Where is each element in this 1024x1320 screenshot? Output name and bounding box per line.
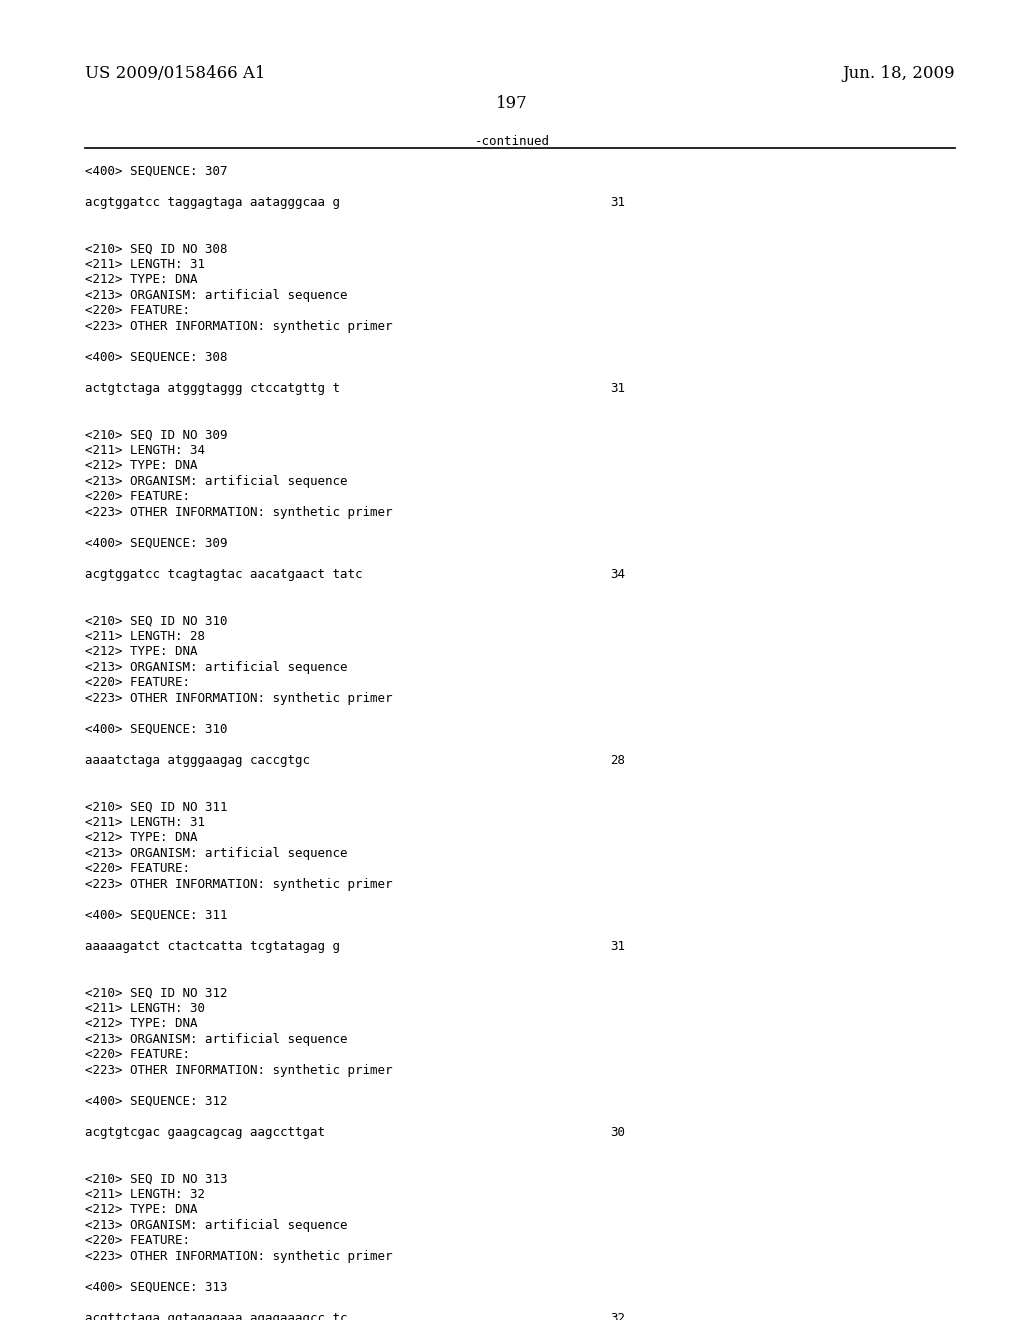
Text: acgtggatcc taggagtaga aatagggcaa g: acgtggatcc taggagtaga aatagggcaa g — [85, 195, 340, 209]
Text: <223> OTHER INFORMATION: synthetic primer: <223> OTHER INFORMATION: synthetic prime… — [85, 1064, 392, 1077]
Text: <212> TYPE: DNA: <212> TYPE: DNA — [85, 645, 198, 659]
Text: 197: 197 — [496, 95, 528, 112]
Text: <400> SEQUENCE: 309: <400> SEQUENCE: 309 — [85, 537, 227, 550]
Text: acgtggatcc tcagtagtac aacatgaact tatc: acgtggatcc tcagtagtac aacatgaact tatc — [85, 568, 362, 581]
Text: <210> SEQ ID NO 308: <210> SEQ ID NO 308 — [85, 243, 227, 256]
Text: 32: 32 — [610, 1312, 625, 1320]
Text: 30: 30 — [610, 1126, 625, 1139]
Text: <212> TYPE: DNA: <212> TYPE: DNA — [85, 1018, 198, 1031]
Text: <220> FEATURE:: <220> FEATURE: — [85, 1048, 190, 1061]
Text: <223> OTHER INFORMATION: synthetic primer: <223> OTHER INFORMATION: synthetic prime… — [85, 319, 392, 333]
Text: <220> FEATURE:: <220> FEATURE: — [85, 1234, 190, 1247]
Text: <213> ORGANISM: artificial sequence: <213> ORGANISM: artificial sequence — [85, 475, 347, 488]
Text: Jun. 18, 2009: Jun. 18, 2009 — [843, 65, 955, 82]
Text: <210> SEQ ID NO 313: <210> SEQ ID NO 313 — [85, 1172, 227, 1185]
Text: <212> TYPE: DNA: <212> TYPE: DNA — [85, 273, 198, 286]
Text: 34: 34 — [610, 568, 625, 581]
Text: <212> TYPE: DNA: <212> TYPE: DNA — [85, 459, 198, 473]
Text: <213> ORGANISM: artificial sequence: <213> ORGANISM: artificial sequence — [85, 661, 347, 675]
Text: <220> FEATURE:: <220> FEATURE: — [85, 305, 190, 318]
Text: <211> LENGTH: 31: <211> LENGTH: 31 — [85, 816, 205, 829]
Text: -continued: -continued — [474, 135, 550, 148]
Text: <220> FEATURE:: <220> FEATURE: — [85, 491, 190, 503]
Text: <212> TYPE: DNA: <212> TYPE: DNA — [85, 832, 198, 845]
Text: <400> SEQUENCE: 310: <400> SEQUENCE: 310 — [85, 723, 227, 737]
Text: <400> SEQUENCE: 307: <400> SEQUENCE: 307 — [85, 165, 227, 178]
Text: <213> ORGANISM: artificial sequence: <213> ORGANISM: artificial sequence — [85, 289, 347, 302]
Text: <211> LENGTH: 31: <211> LENGTH: 31 — [85, 257, 205, 271]
Text: 31: 31 — [610, 195, 625, 209]
Text: <213> ORGANISM: artificial sequence: <213> ORGANISM: artificial sequence — [85, 1218, 347, 1232]
Text: <212> TYPE: DNA: <212> TYPE: DNA — [85, 1204, 198, 1217]
Text: <223> OTHER INFORMATION: synthetic primer: <223> OTHER INFORMATION: synthetic prime… — [85, 506, 392, 519]
Text: <211> LENGTH: 28: <211> LENGTH: 28 — [85, 630, 205, 643]
Text: actgtctaga atgggtaggg ctccatgttg t: actgtctaga atgggtaggg ctccatgttg t — [85, 381, 340, 395]
Text: <210> SEQ ID NO 312: <210> SEQ ID NO 312 — [85, 986, 227, 999]
Text: acgtgtcgac gaagcagcag aagccttgat: acgtgtcgac gaagcagcag aagccttgat — [85, 1126, 325, 1139]
Text: <211> LENGTH: 34: <211> LENGTH: 34 — [85, 444, 205, 457]
Text: <211> LENGTH: 32: <211> LENGTH: 32 — [85, 1188, 205, 1201]
Text: <210> SEQ ID NO 310: <210> SEQ ID NO 310 — [85, 615, 227, 627]
Text: <400> SEQUENCE: 308: <400> SEQUENCE: 308 — [85, 351, 227, 364]
Text: <210> SEQ ID NO 309: <210> SEQ ID NO 309 — [85, 429, 227, 441]
Text: US 2009/0158466 A1: US 2009/0158466 A1 — [85, 65, 265, 82]
Text: <223> OTHER INFORMATION: synthetic primer: <223> OTHER INFORMATION: synthetic prime… — [85, 878, 392, 891]
Text: <223> OTHER INFORMATION: synthetic primer: <223> OTHER INFORMATION: synthetic prime… — [85, 692, 392, 705]
Text: 31: 31 — [610, 940, 625, 953]
Text: acgttctaga ggtagagaaa agagaaagcc tc: acgttctaga ggtagagaaa agagaaagcc tc — [85, 1312, 347, 1320]
Text: aaaaagatct ctactcatta tcgtatagag g: aaaaagatct ctactcatta tcgtatagag g — [85, 940, 340, 953]
Text: <400> SEQUENCE: 312: <400> SEQUENCE: 312 — [85, 1096, 227, 1107]
Text: <220> FEATURE:: <220> FEATURE: — [85, 676, 190, 689]
Text: <220> FEATURE:: <220> FEATURE: — [85, 862, 190, 875]
Text: <400> SEQUENCE: 311: <400> SEQUENCE: 311 — [85, 909, 227, 921]
Text: 31: 31 — [610, 381, 625, 395]
Text: <213> ORGANISM: artificial sequence: <213> ORGANISM: artificial sequence — [85, 847, 347, 861]
Text: <213> ORGANISM: artificial sequence: <213> ORGANISM: artificial sequence — [85, 1034, 347, 1045]
Text: aaaatctaga atgggaagag caccgtgc: aaaatctaga atgggaagag caccgtgc — [85, 754, 310, 767]
Text: <223> OTHER INFORMATION: synthetic primer: <223> OTHER INFORMATION: synthetic prime… — [85, 1250, 392, 1263]
Text: <210> SEQ ID NO 311: <210> SEQ ID NO 311 — [85, 800, 227, 813]
Text: <211> LENGTH: 30: <211> LENGTH: 30 — [85, 1002, 205, 1015]
Text: 28: 28 — [610, 754, 625, 767]
Text: <400> SEQUENCE: 313: <400> SEQUENCE: 313 — [85, 1280, 227, 1294]
